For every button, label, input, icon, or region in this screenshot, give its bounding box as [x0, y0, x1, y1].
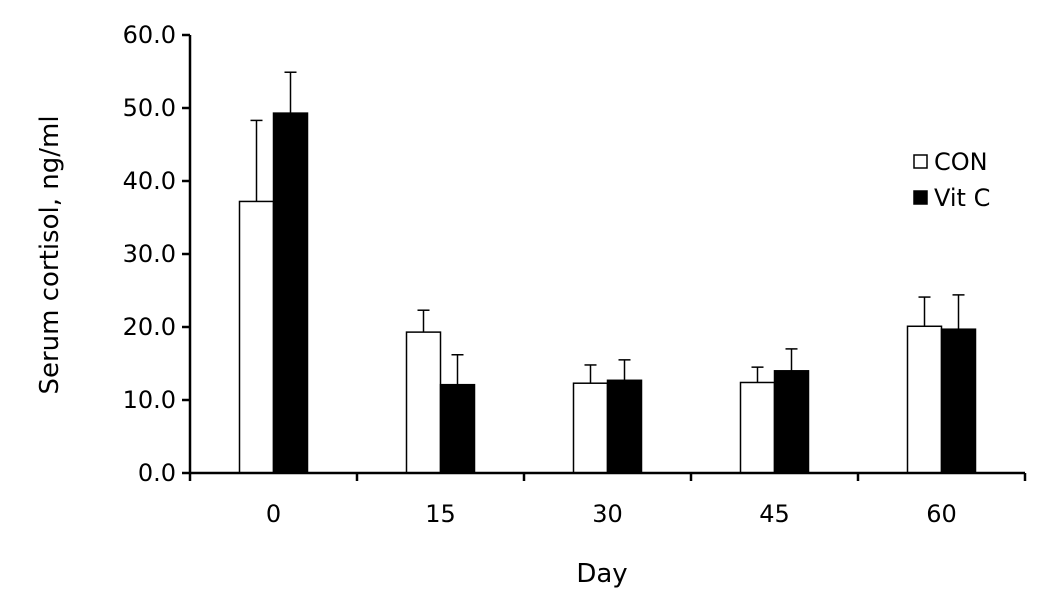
y-axis-title: Serum cortisol, ng/ml: [35, 115, 65, 394]
x-tick-label: 60: [926, 500, 957, 528]
x-tick-labels: 0 15 30 45 60: [266, 500, 957, 528]
bar-vit-c-day-0: [272, 112, 309, 474]
bar-con-day-60: [906, 325, 943, 474]
bars: [238, 112, 977, 474]
x-tick-label: 15: [425, 500, 456, 528]
y-tick-label: 0.0: [138, 459, 176, 487]
y-tick-label: 30.0: [123, 240, 176, 268]
y-tick-labels: 0.0 10.0 20.0 30.0 40.0 50.0 60.0: [123, 21, 176, 487]
y-tick-label: 40.0: [123, 167, 176, 195]
axis-ticks: [182, 33, 1027, 481]
bar-con-day-0: [238, 200, 275, 474]
bar-con-day-30: [572, 382, 609, 474]
bar-vit-c-day-15: [439, 383, 476, 474]
legend-label-vit-c: Vit C: [934, 184, 990, 212]
bar-vit-c-day-60: [940, 328, 977, 474]
bar-vit-c-day-45: [773, 370, 810, 474]
bar-con-day-45: [739, 381, 776, 474]
legend-swatch-vit-c: [913, 190, 928, 205]
x-tick-label: 30: [592, 500, 623, 528]
legend: CON Vit C: [913, 148, 990, 212]
legend-swatch-con: [913, 154, 928, 169]
x-tick-label: 45: [759, 500, 790, 528]
legend-label-con: CON: [934, 148, 988, 176]
y-tick-label: 50.0: [123, 94, 176, 122]
y-tick-label: 10.0: [123, 386, 176, 414]
y-tick-label: 20.0: [123, 313, 176, 341]
x-axis-title: Day: [576, 559, 627, 589]
bar-vit-c-day-30: [606, 379, 643, 474]
y-tick-label: 60.0: [123, 21, 176, 49]
error-bars: [250, 71, 965, 385]
bar-con-day-15: [405, 331, 442, 474]
x-tick-label: 0: [266, 500, 281, 528]
